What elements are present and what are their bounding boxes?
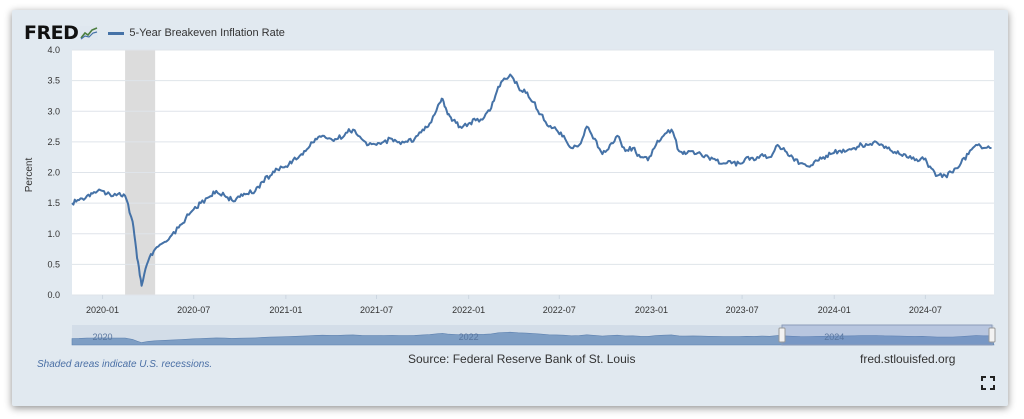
x-tick-label: 2024-07 bbox=[909, 305, 942, 315]
legend: 5-Year Breakeven Inflation Rate bbox=[108, 27, 285, 39]
navigator-window[interactable] bbox=[781, 324, 993, 346]
fred-logo[interactable]: FRED bbox=[24, 22, 99, 44]
y-tick-label: 1.0 bbox=[47, 229, 60, 239]
series-line-breakeven bbox=[71, 73, 992, 287]
fred-graph-icon bbox=[80, 26, 99, 40]
fred-logo-text: FRED bbox=[24, 22, 79, 44]
x-tick-label: 2021-07 bbox=[360, 305, 393, 315]
y-axis-label: Percent bbox=[24, 158, 35, 193]
y-tick-label: 0.5 bbox=[47, 259, 60, 269]
source-text: Source: Federal Reserve Bank of St. Loui… bbox=[408, 352, 636, 366]
x-tick-label: 2023-07 bbox=[726, 305, 759, 315]
x-tick-label: 2023-01 bbox=[635, 305, 668, 315]
site-link[interactable]: fred.stlouisfed.org bbox=[860, 352, 956, 366]
chart-frame: 0.0 0.5 1.0 1.5 2.0 2.5 3.0 3.5 4.0 2020-01 2020-… bbox=[12, 10, 1008, 406]
grid-layer bbox=[72, 49, 994, 296]
navigator-year-label: 2022 bbox=[459, 332, 479, 342]
x-tick-label: 2020-07 bbox=[177, 305, 210, 315]
y-tick-label: 3.5 bbox=[47, 76, 60, 86]
x-tick-labels: 2020-01 2020-07 2021-01 2021-07 2022-01 2022-… bbox=[86, 295, 942, 315]
chart-header: FRED 5-Year Breakeven Inflation Rate bbox=[24, 22, 285, 44]
x-tick-label: 2020-01 bbox=[86, 305, 119, 315]
y-tick-label: 2.5 bbox=[47, 137, 60, 147]
x-tick-label: 2022-01 bbox=[452, 305, 485, 315]
navigator-series bbox=[71, 331, 995, 346]
x-tick-label: 2024-01 bbox=[818, 305, 851, 315]
navigator-labels: 2020 2022 2024 bbox=[93, 332, 845, 342]
x-tick-label: 2021-01 bbox=[269, 305, 302, 315]
y-tick-label: 2.0 bbox=[47, 168, 60, 178]
y-tick-label: 4.0 bbox=[47, 45, 60, 55]
navigator-year-label: 2020 bbox=[93, 332, 113, 342]
chart-canvas: 0.00.51.01.52.02.53.03.54.0 2020-01 2020-… bbox=[24, 45, 996, 346]
y-tick-labels: 0.0 0.5 1.0 1.5 2.0 2.5 3.0 3.5 4.0 bbox=[47, 45, 60, 300]
navigator-year-label: 2024 bbox=[824, 332, 844, 342]
y-tick-label: 0.0 bbox=[47, 290, 60, 300]
y-tick-label: 1.5 bbox=[47, 198, 60, 208]
recession-note: Shaded areas indicate U.S. recessions. bbox=[37, 359, 213, 370]
legend-label: 5-Year Breakeven Inflation Rate bbox=[129, 27, 285, 39]
navigator-handle-right[interactable] bbox=[988, 327, 996, 343]
y-tick-label: 3.0 bbox=[47, 106, 60, 116]
legend-swatch bbox=[108, 31, 125, 35]
fullscreen-icon[interactable] bbox=[981, 376, 995, 390]
navigator-handle-left[interactable] bbox=[778, 327, 786, 343]
x-tick-label: 2022-07 bbox=[543, 305, 576, 315]
